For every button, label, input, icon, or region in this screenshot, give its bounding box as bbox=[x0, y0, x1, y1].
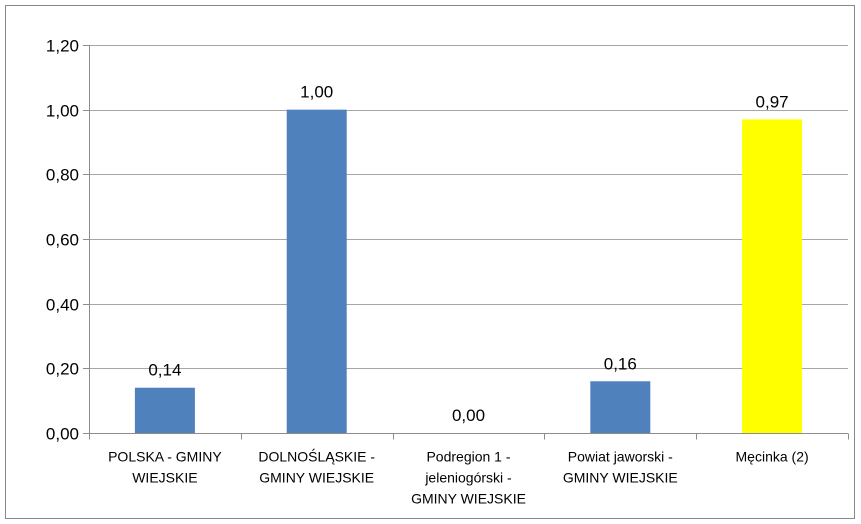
data-label: 0,97 bbox=[756, 92, 789, 111]
y-tick-label: 0,80 bbox=[46, 166, 79, 185]
bar bbox=[742, 119, 803, 433]
x-category-label-line: WIEJSKIE bbox=[132, 470, 197, 486]
x-category-label: DOLNOŚLĄSKIE - GMINY WIEJSKIE bbox=[258, 448, 375, 486]
x-category-label-line: GMINY WIEJSKIE bbox=[563, 470, 678, 486]
x-category-label-line: Męcinka (2) bbox=[736, 449, 809, 465]
y-tick-label: 0,00 bbox=[46, 425, 79, 444]
y-tick-label: 1,20 bbox=[46, 37, 79, 56]
data-label: 0,14 bbox=[148, 361, 181, 380]
bar bbox=[590, 381, 651, 433]
data-label: 0,00 bbox=[452, 406, 485, 425]
bar bbox=[286, 109, 347, 434]
x-category-label-line: Podregion 1 - bbox=[426, 449, 510, 465]
x-category-label-line: jeleniogórski - bbox=[424, 470, 512, 486]
bar-chart: 0,00 0,20 0,40 0,60 0,80 1,00 1,20 0,14 POLSKA -… bbox=[46, 37, 849, 507]
x-category-label-line: DOLNOŚLĄSKIE - bbox=[258, 448, 375, 465]
y-tick-label: 0,40 bbox=[46, 296, 79, 315]
x-category-label: Podregion 1 - jeleniogórski - GMINY WIEJSK… bbox=[411, 449, 526, 507]
data-label: 0,16 bbox=[604, 354, 637, 373]
x-category-label: POLSKA - GMINY WIEJSKIE bbox=[108, 449, 222, 486]
x-category-label-line: GMINY WIEJSKIE bbox=[411, 491, 526, 507]
chart-frame: 0,00 0,20 0,40 0,60 0,80 1,00 1,20 0,14 POLSKA -… bbox=[5, 5, 855, 519]
x-category-label-line: POLSKA - GMINY bbox=[108, 449, 222, 465]
bar bbox=[134, 387, 195, 433]
x-category-label: Powiat jaworski - GMINY WIEJSKIE bbox=[563, 449, 678, 486]
x-category-label-line: Powiat jaworski - bbox=[568, 449, 673, 465]
y-tick-label: 0,60 bbox=[46, 231, 79, 250]
y-tick-label: 1,00 bbox=[46, 102, 79, 121]
data-label: 1,00 bbox=[300, 83, 333, 102]
x-category-label-line: GMINY WIEJSKIE bbox=[259, 470, 374, 486]
y-tick-label: 0,20 bbox=[46, 360, 79, 379]
x-category-label: Męcinka (2) bbox=[736, 449, 809, 465]
